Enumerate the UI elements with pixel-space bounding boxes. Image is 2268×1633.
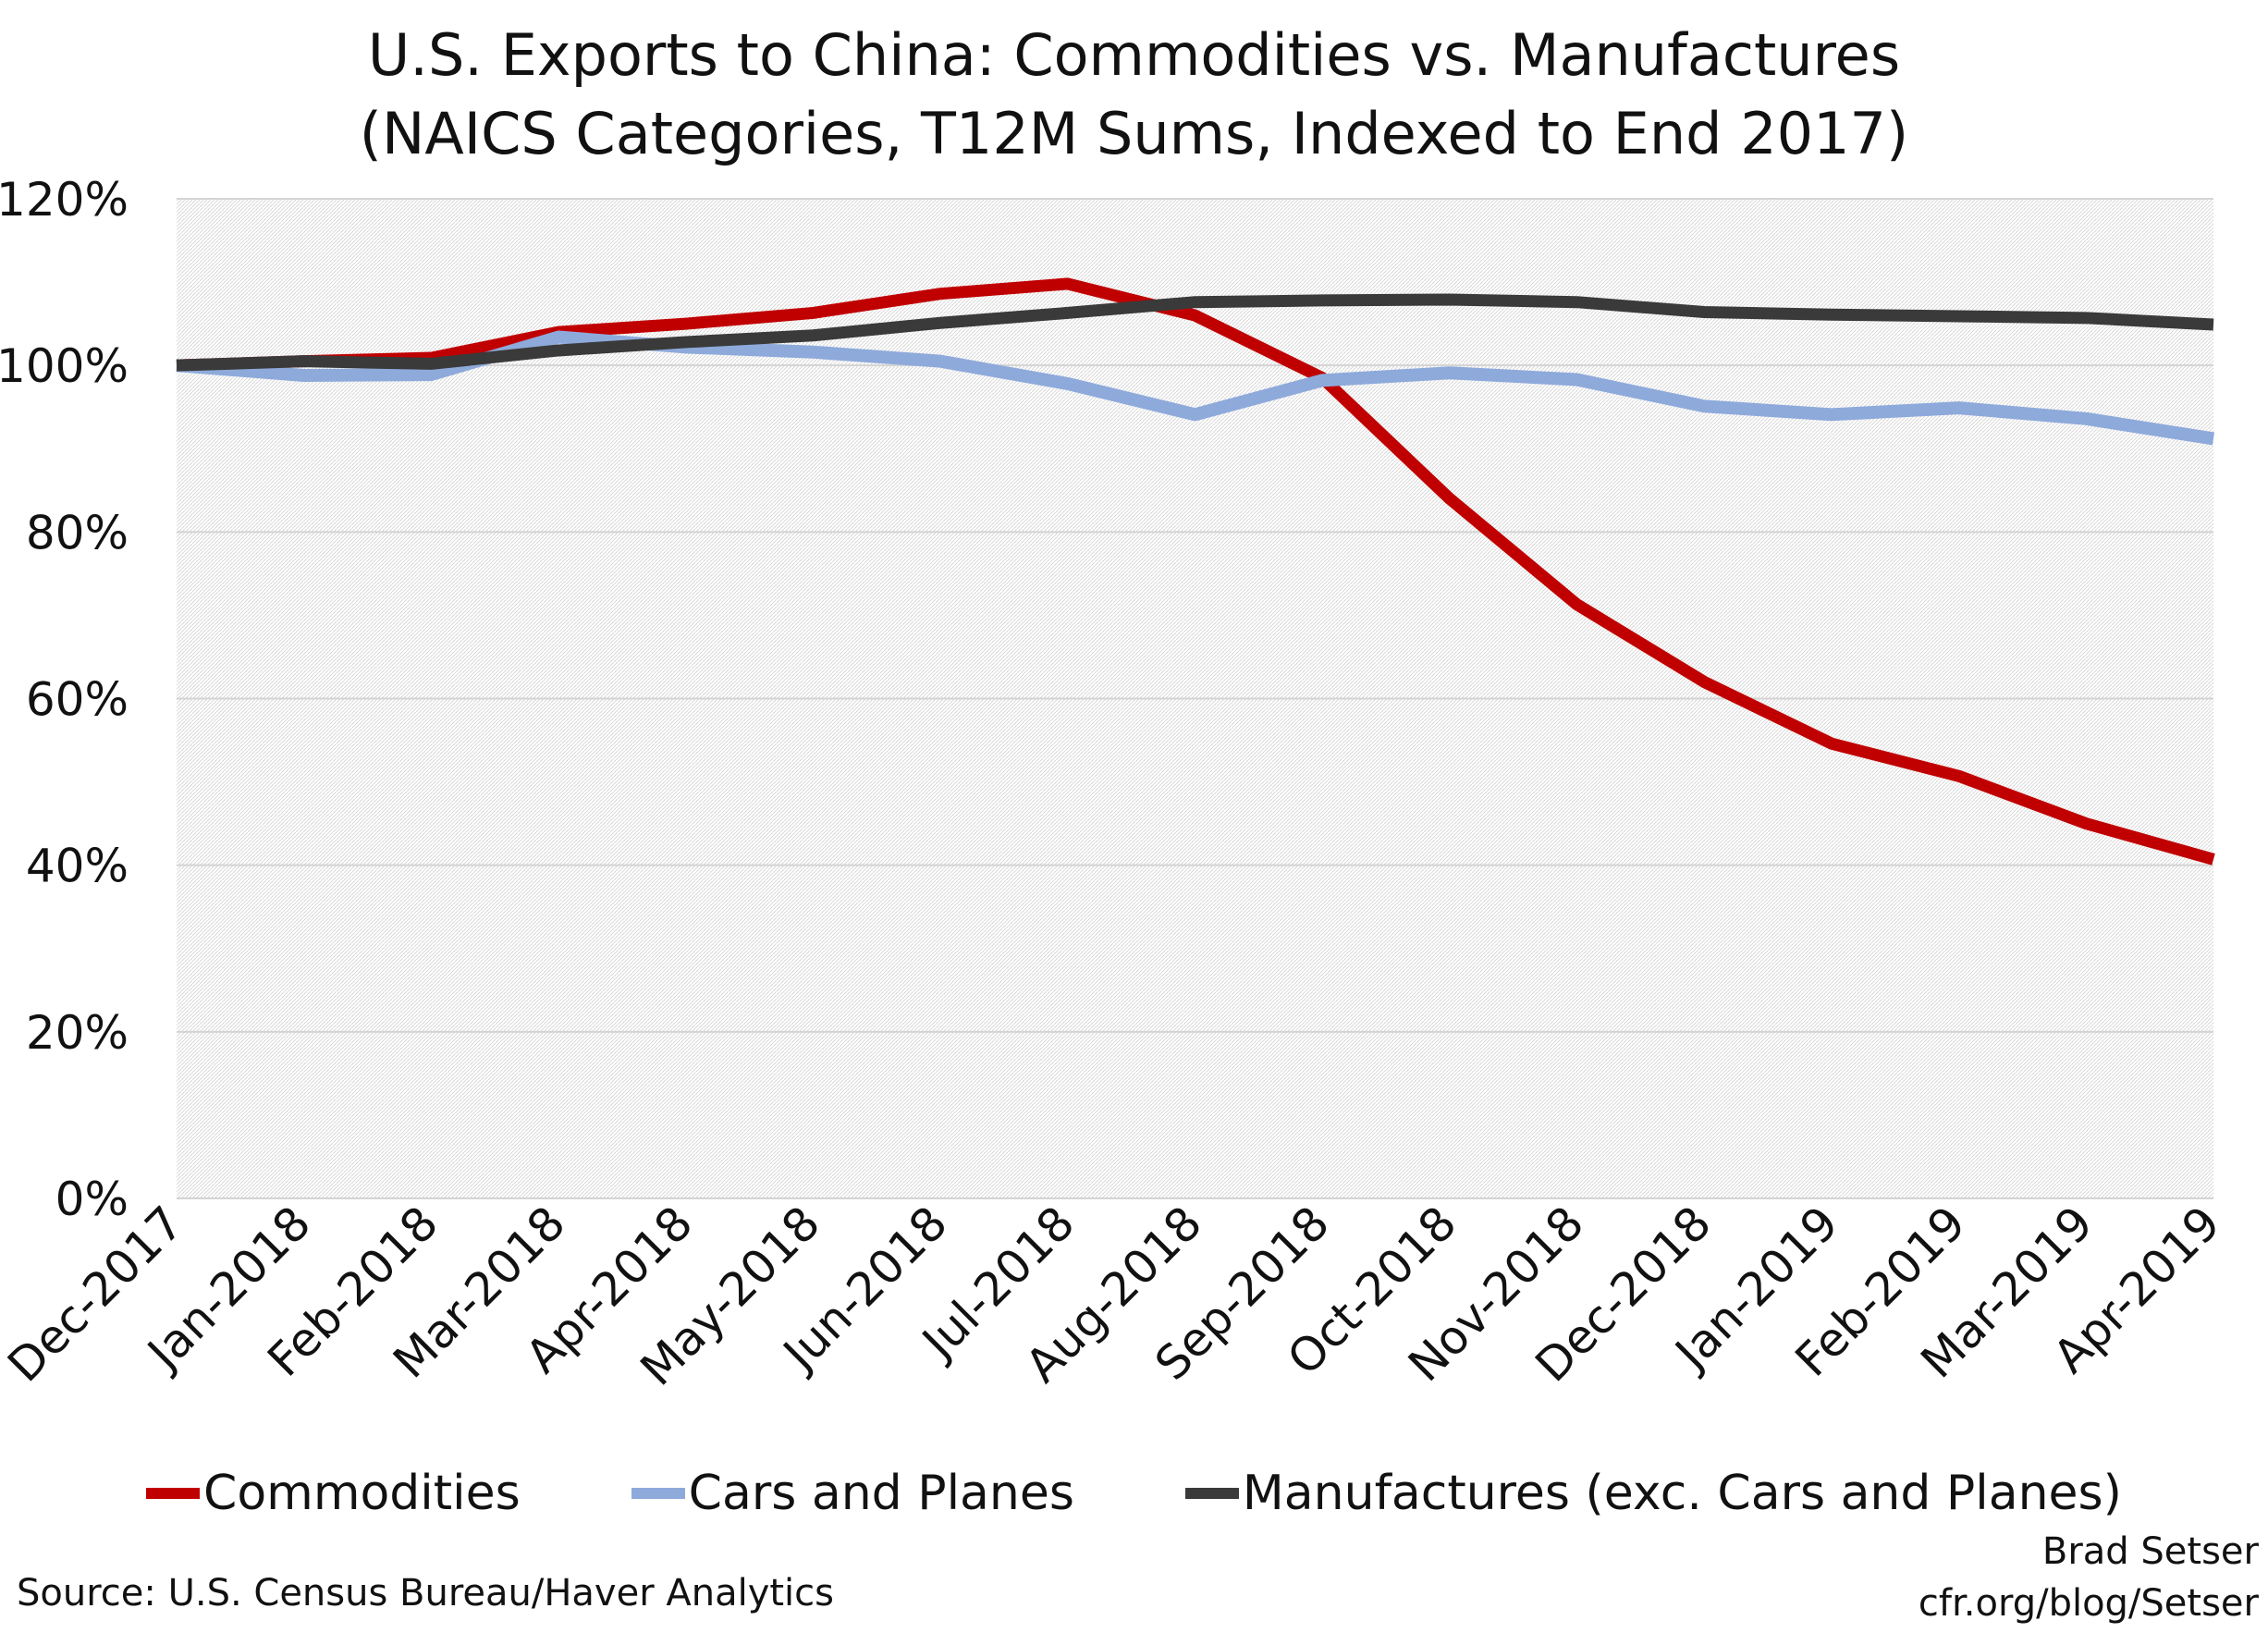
y-tick-label: 100% bbox=[0, 339, 129, 393]
legend: Commodities Cars and Planes Manufactures (… bbox=[0, 1466, 2268, 1521]
y-tick-label: 0% bbox=[55, 1173, 129, 1226]
legend-swatch bbox=[631, 1488, 685, 1499]
legend-label: Cars and Planes bbox=[688, 1466, 1074, 1521]
chart-subtitle: (NAICS Categories, T12M Sums, Indexed to… bbox=[359, 100, 1909, 167]
legend-swatch bbox=[1184, 1488, 1239, 1499]
chart-title: U.S. Exports to China: Commodities vs. M… bbox=[367, 21, 1901, 89]
legend-item: Manufactures (exc. Cars and Planes) bbox=[1184, 1466, 2122, 1521]
y-tick-label: 20% bbox=[26, 1006, 129, 1060]
legend-swatch bbox=[146, 1488, 201, 1499]
credit-author: Brad Setser bbox=[2041, 1530, 2259, 1573]
y-tick-label: 80% bbox=[26, 506, 129, 559]
source-note: Source: U.S. Census Bureau/Haver Analyti… bbox=[17, 1572, 835, 1615]
legend-label: Commodities bbox=[203, 1466, 521, 1521]
credit-site: cfr.org/blog/Setser bbox=[1918, 1582, 2259, 1625]
legend-label: Manufactures (exc. Cars and Planes) bbox=[1242, 1466, 2122, 1521]
y-tick-label: 40% bbox=[26, 840, 129, 893]
y-tick-label: 120% bbox=[0, 173, 129, 227]
legend-item: Cars and Planes bbox=[631, 1466, 1074, 1521]
credit: Brad Setser cfr.org/blog/Setser bbox=[1919, 1526, 2259, 1629]
y-tick-label: 60% bbox=[26, 673, 129, 727]
legend-item: Commodities bbox=[146, 1466, 521, 1521]
